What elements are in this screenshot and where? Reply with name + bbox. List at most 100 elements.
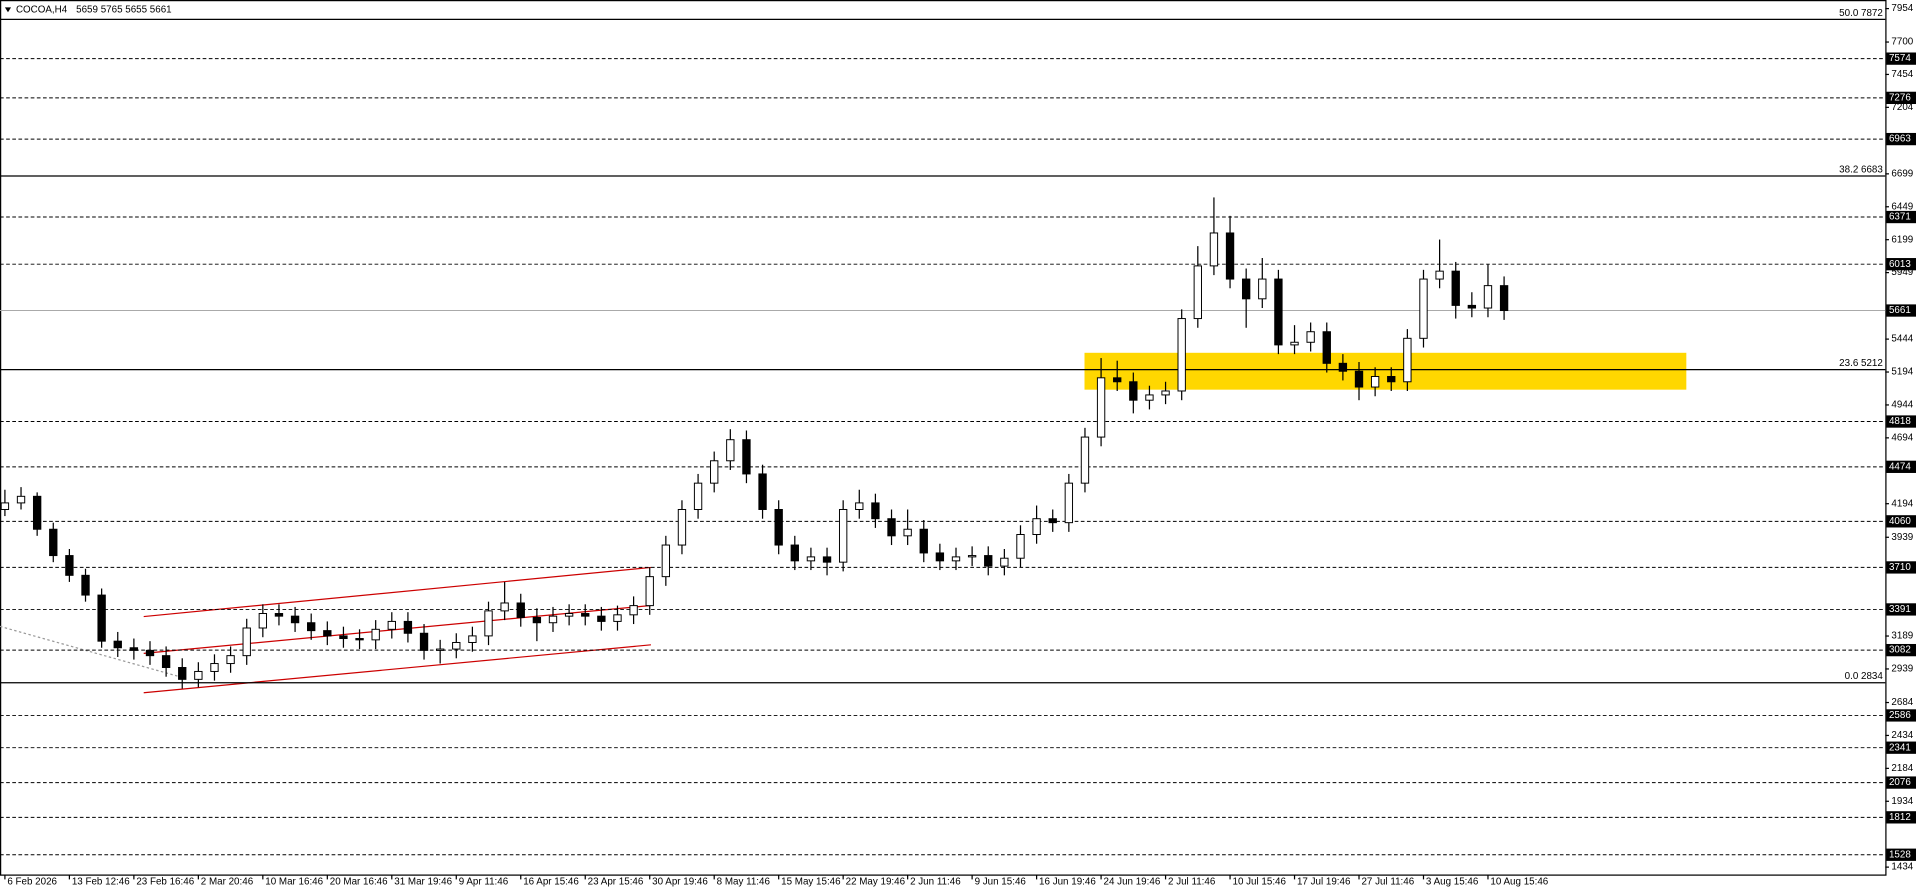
candle-body bbox=[387, 620, 396, 630]
symbol: COCOA,H4 bbox=[16, 4, 68, 15]
candle-body bbox=[1403, 337, 1412, 383]
candle-body bbox=[758, 473, 767, 510]
candle-body bbox=[742, 439, 751, 475]
candle-body bbox=[1322, 331, 1331, 364]
candle-body bbox=[581, 613, 590, 617]
y-tick-label: 2684 bbox=[1891, 697, 1913, 708]
candle-body bbox=[548, 615, 558, 624]
candle-body bbox=[1354, 370, 1364, 388]
channel-line bbox=[143, 644, 652, 694]
candle-body bbox=[1274, 278, 1283, 346]
candle-body bbox=[355, 638, 364, 641]
candle-body bbox=[726, 439, 735, 462]
candle-body bbox=[1387, 376, 1396, 383]
candle-body bbox=[323, 630, 332, 637]
candle-body bbox=[1451, 270, 1460, 306]
x-tick-label: 31 Mar 19:46 bbox=[394, 876, 452, 887]
y-tick-label: 6449 bbox=[1891, 201, 1913, 212]
level-label: 4818 bbox=[1889, 416, 1911, 427]
x-tick-label: 23 Apr 15:46 bbox=[588, 876, 644, 887]
fib-label: 23.6 5212 bbox=[1839, 358, 1883, 369]
level-label-bg bbox=[1886, 561, 1916, 574]
level-label-bg bbox=[1886, 460, 1916, 473]
level-label-bg bbox=[1886, 515, 1916, 528]
y-tick-label: 2184 bbox=[1891, 763, 1913, 774]
last-price-label: 5661 bbox=[1889, 305, 1911, 316]
x-tick-label: 24 Jun 19:46 bbox=[1104, 876, 1161, 887]
candle-body bbox=[371, 628, 380, 641]
candle-body bbox=[1096, 377, 1106, 438]
candle-body bbox=[290, 615, 300, 624]
level-label: 3082 bbox=[1889, 645, 1911, 656]
level-label-bg bbox=[1886, 848, 1916, 861]
level-label: 1812 bbox=[1889, 812, 1911, 823]
candle-body bbox=[1064, 482, 1074, 524]
level-label-bg bbox=[1886, 91, 1916, 105]
level-label: 4060 bbox=[1889, 516, 1911, 527]
y-tick-label: 3189 bbox=[1891, 631, 1913, 642]
candle-body bbox=[161, 655, 171, 668]
x-tick-label: 15 May 15:46 bbox=[781, 876, 841, 887]
y-tick-label: 4944 bbox=[1891, 400, 1913, 411]
y-tick-label: 6699 bbox=[1891, 168, 1913, 179]
candle-body bbox=[210, 663, 219, 672]
candle-body bbox=[452, 641, 461, 650]
level-label-bg bbox=[1886, 811, 1916, 824]
candle-body bbox=[855, 502, 864, 510]
candle-body bbox=[274, 613, 284, 617]
y-tick-label: 1434 bbox=[1891, 862, 1913, 873]
x-tick-label: 30 Apr 19:46 bbox=[652, 876, 708, 887]
candle-body bbox=[307, 622, 316, 632]
candle-body bbox=[1032, 518, 1041, 535]
candle-body bbox=[1338, 362, 1348, 372]
y-tick-label: 4694 bbox=[1891, 432, 1913, 443]
x-tick-label: 2 Mar 20:46 bbox=[201, 876, 254, 887]
x-tick-label: 2 Jul 11:46 bbox=[1168, 876, 1216, 887]
menu-arrow[interactable] bbox=[4, 7, 12, 13]
x-tick-label: 10 Jul 15:46 bbox=[1233, 876, 1287, 887]
fib-label: 38.2 6683 bbox=[1839, 164, 1883, 175]
y-tick-label: 2434 bbox=[1891, 730, 1913, 741]
candle-body bbox=[645, 576, 654, 607]
candle-body bbox=[0, 502, 10, 510]
level-label-bg bbox=[1886, 52, 1916, 65]
candle-body bbox=[435, 648, 445, 651]
candle-body bbox=[1161, 390, 1170, 396]
candle-body bbox=[226, 655, 235, 665]
level-label: 7276 bbox=[1889, 92, 1911, 103]
candle-body bbox=[613, 614, 622, 622]
level-label: 4474 bbox=[1889, 461, 1911, 472]
candle-body bbox=[935, 552, 945, 562]
candle-body bbox=[1000, 557, 1009, 567]
candle-body bbox=[919, 528, 928, 554]
trend-line bbox=[0, 625, 185, 679]
level-label: 6371 bbox=[1889, 212, 1911, 223]
candle-body bbox=[532, 616, 542, 624]
x-tick-label: 10 Mar 16:46 bbox=[265, 876, 323, 887]
candle-body bbox=[1483, 285, 1493, 309]
candle-body bbox=[16, 495, 26, 504]
level-label-bg bbox=[1886, 210, 1916, 224]
candle-body bbox=[629, 605, 638, 616]
candle-body bbox=[1499, 285, 1509, 312]
candle-body bbox=[564, 613, 574, 617]
candle-body bbox=[597, 615, 606, 622]
candle-body bbox=[484, 610, 493, 637]
level-label: 1528 bbox=[1889, 849, 1911, 860]
y-tick-label: 5444 bbox=[1891, 334, 1913, 345]
candle-body bbox=[258, 613, 268, 629]
x-tick-label: 16 Apr 15:46 bbox=[523, 876, 579, 887]
candle-body bbox=[951, 556, 961, 562]
candle-body bbox=[1467, 304, 1477, 309]
candle-body bbox=[419, 632, 429, 651]
level-label: 6013 bbox=[1889, 259, 1911, 270]
x-tick-label: 13 Feb 12:46 bbox=[72, 876, 130, 887]
y-tick-label: 5194 bbox=[1891, 367, 1913, 378]
candle-body bbox=[97, 594, 106, 642]
x-tick-label: 9 Apr 11:46 bbox=[459, 876, 509, 887]
candle-body bbox=[49, 528, 58, 557]
level-label: 2341 bbox=[1889, 742, 1911, 753]
candle-body bbox=[677, 508, 687, 546]
level-label-bg bbox=[1886, 709, 1916, 722]
